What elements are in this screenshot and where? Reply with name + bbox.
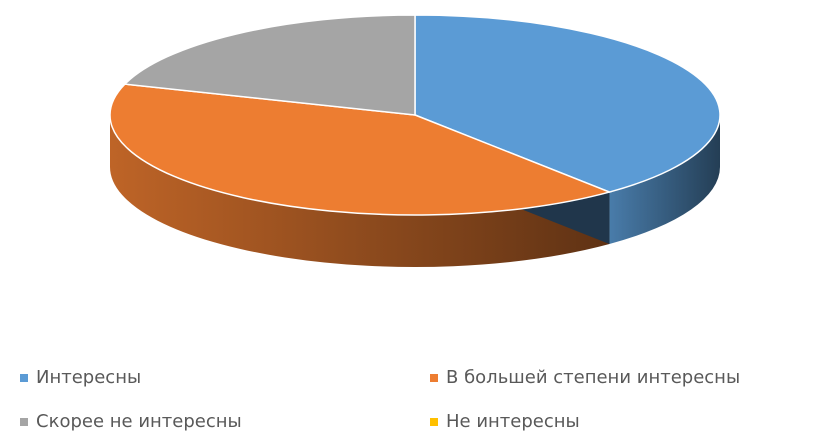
slice: [109, 83, 612, 216]
legend-swatch: [430, 374, 438, 382]
legend: Интересны В большей степени интересны Скор…: [20, 367, 740, 432]
legend-label: Не интересны: [446, 411, 580, 432]
legend-swatch: [20, 374, 28, 382]
slice-side: [109, 115, 610, 267]
legend-swatch: [20, 418, 28, 426]
legend-label: В большей степени интересны: [446, 367, 740, 388]
slice: [123, 14, 416, 116]
legend-swatch: [430, 418, 438, 426]
pie: [109, 14, 721, 267]
slice-side: [609, 115, 720, 245]
slice: [414, 14, 721, 193]
legend-label: Интересны: [36, 367, 141, 388]
legend-label: Скорее не интересны: [36, 411, 242, 432]
